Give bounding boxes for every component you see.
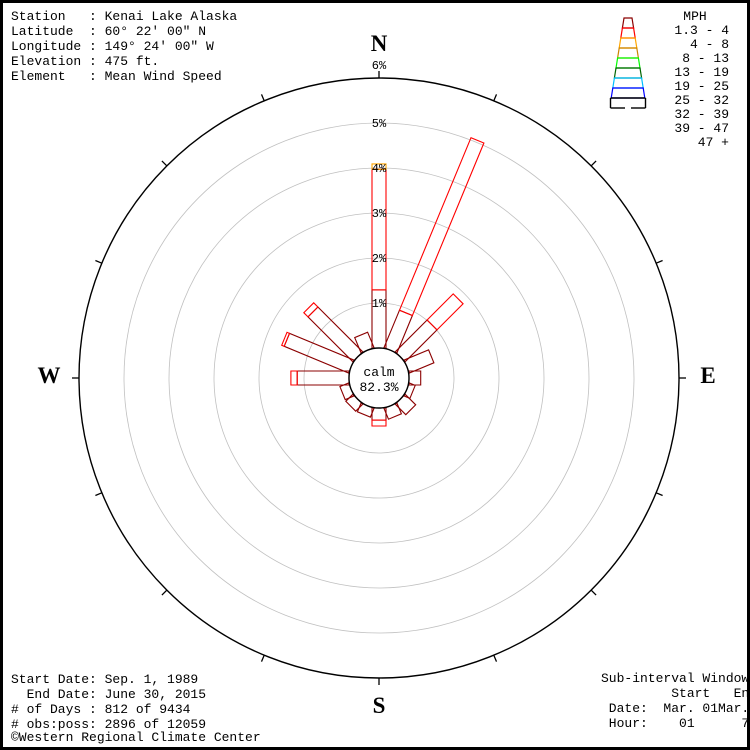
svg-text:calm: calm [363, 365, 394, 380]
svg-text:82.3%: 82.3% [359, 380, 398, 395]
svg-text:5%: 5% [372, 117, 387, 131]
svg-text:1%: 1% [372, 297, 387, 311]
svg-text:6%: 6% [372, 59, 387, 73]
svg-text:3%: 3% [372, 207, 387, 221]
svg-text:4%: 4% [372, 162, 387, 176]
svg-text:2%: 2% [372, 252, 387, 266]
